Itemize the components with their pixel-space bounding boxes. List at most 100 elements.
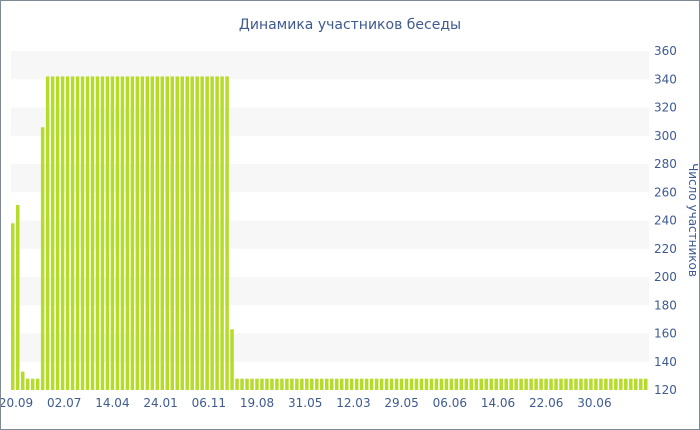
y-tick-180: 180 xyxy=(654,298,677,312)
x-tick-12: 30.06 xyxy=(577,396,611,410)
bar-37 xyxy=(195,76,199,391)
bar-55 xyxy=(285,378,289,390)
bar-56 xyxy=(290,378,294,390)
bar-40 xyxy=(210,76,214,391)
bar-28 xyxy=(150,76,155,391)
y-tick-260: 260 xyxy=(654,185,677,199)
y-tick-220: 220 xyxy=(654,242,677,256)
bar-89 xyxy=(454,378,459,390)
bar-62 xyxy=(320,378,324,390)
bar-79 xyxy=(404,378,409,390)
y-tick-320: 320 xyxy=(654,101,677,115)
bar-67 xyxy=(344,378,349,390)
bar-98 xyxy=(499,378,503,390)
bar-42 xyxy=(220,76,224,391)
bar-78 xyxy=(399,378,404,390)
bar-57 xyxy=(295,378,299,390)
bar-7 xyxy=(45,76,50,391)
bar-120 xyxy=(609,378,613,390)
bars xyxy=(11,76,648,391)
x-tick-0: 20.09 xyxy=(1,396,33,410)
bar-30 xyxy=(160,76,165,391)
bar-45 xyxy=(235,378,239,390)
bar-107 xyxy=(544,378,548,390)
bar-15 xyxy=(85,76,90,391)
bar-99 xyxy=(504,378,508,390)
bar-103 xyxy=(524,378,528,390)
bar-104 xyxy=(529,378,533,390)
bar-116 xyxy=(589,378,593,390)
bar-124 xyxy=(629,378,633,390)
bar-72 xyxy=(369,378,374,390)
bar-84 xyxy=(429,378,434,390)
y-tick-300: 300 xyxy=(654,129,677,143)
bar-48 xyxy=(250,378,254,390)
bar-65 xyxy=(334,378,339,390)
bar-126 xyxy=(639,378,643,390)
bar-34 xyxy=(180,76,184,391)
bar-60 xyxy=(310,378,314,390)
bar-18 xyxy=(100,76,105,391)
x-tick-6: 31.05 xyxy=(288,396,322,410)
bar-80 xyxy=(409,378,414,390)
bar-20 xyxy=(110,76,115,391)
bar-44 xyxy=(230,329,234,390)
bar-43 xyxy=(225,76,229,391)
bar-21 xyxy=(115,76,120,391)
bar-24 xyxy=(130,76,135,391)
x-tick-3: 24.01 xyxy=(143,396,177,410)
bar-122 xyxy=(619,378,623,390)
bar-17 xyxy=(95,76,100,391)
bar-68 xyxy=(349,378,354,390)
bar-123 xyxy=(624,378,628,390)
y-tick-labels: 120 140 160 180 200 220 240 260 280 300 320 340 360 xyxy=(654,44,677,397)
bar-85 xyxy=(434,378,439,390)
bar-46 xyxy=(240,378,244,390)
x-tick-5: 19.08 xyxy=(240,396,274,410)
bar-32 xyxy=(170,76,174,391)
x-tick-4: 06.11 xyxy=(192,396,226,410)
bar-49 xyxy=(255,378,259,390)
x-tick-1: 02.07 xyxy=(47,396,81,410)
bar-23 xyxy=(125,76,130,391)
bar-105 xyxy=(534,378,538,390)
bar-71 xyxy=(364,378,369,390)
bar-27 xyxy=(145,76,150,391)
bar-36 xyxy=(190,76,194,391)
bar-33 xyxy=(175,76,179,391)
bar-73 xyxy=(374,378,379,390)
y-tick-140: 140 xyxy=(654,355,677,369)
x-tick-9: 06.06 xyxy=(433,396,467,410)
bar-125 xyxy=(634,378,638,390)
bar-2 xyxy=(20,371,25,390)
bar-87 xyxy=(444,378,449,390)
bar-35 xyxy=(185,76,189,391)
bar-111 xyxy=(564,378,568,390)
bar-91 xyxy=(464,378,469,390)
bar-16 xyxy=(90,76,95,391)
bar-77 xyxy=(394,378,399,390)
bar-58 xyxy=(300,378,304,390)
bar-22 xyxy=(120,76,125,391)
bar-118 xyxy=(599,378,603,390)
y-axis-label: Число участников xyxy=(686,163,699,277)
bar-1 xyxy=(15,204,20,390)
bar-108 xyxy=(549,378,553,390)
bar-10 xyxy=(60,76,65,391)
x-tick-8: 29.05 xyxy=(384,396,418,410)
x-tick-2: 14.04 xyxy=(95,396,129,410)
bar-64 xyxy=(330,378,334,390)
bar-54 xyxy=(280,378,284,390)
bar-101 xyxy=(514,378,518,390)
y-tick-160: 160 xyxy=(654,327,677,341)
chart-title: Динамика участников беседы xyxy=(239,17,461,33)
bar-26 xyxy=(140,76,145,391)
bar-83 xyxy=(424,378,429,390)
bar-100 xyxy=(509,378,513,390)
bar-81 xyxy=(414,378,419,390)
bar-19 xyxy=(105,76,110,391)
bar-12 xyxy=(70,76,75,391)
y-tick-240: 240 xyxy=(654,214,677,228)
bar-94 xyxy=(479,378,484,390)
